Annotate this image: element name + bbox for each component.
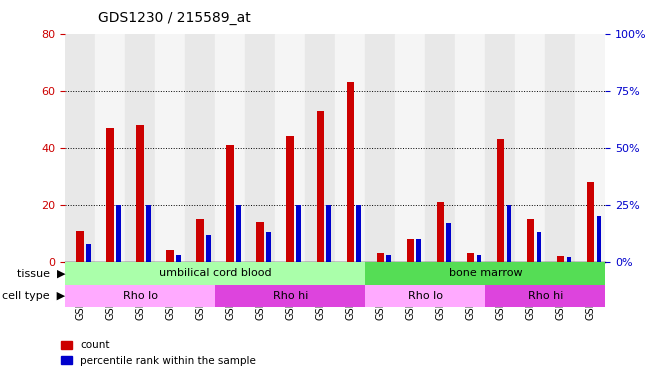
Bar	[215, 285, 365, 308]
Bar	[65, 34, 95, 262]
Bar	[346, 82, 354, 262]
Bar	[365, 285, 486, 308]
Bar	[125, 34, 155, 262]
Bar	[137, 125, 144, 262]
Bar	[575, 34, 605, 262]
Bar	[236, 205, 241, 262]
Bar	[587, 182, 594, 262]
Bar	[176, 255, 181, 262]
Bar	[486, 285, 605, 308]
Bar	[477, 255, 481, 262]
Text: bone marrow: bone marrow	[449, 268, 522, 278]
Bar	[516, 34, 546, 262]
Bar	[296, 205, 301, 262]
Bar	[365, 34, 395, 262]
Bar	[546, 34, 575, 262]
Bar	[305, 34, 335, 262]
Bar	[326, 205, 331, 262]
Bar	[275, 34, 305, 262]
Bar	[335, 34, 365, 262]
Bar	[95, 34, 125, 262]
Legend: count, percentile rank within the sample: count, percentile rank within the sample	[57, 336, 260, 370]
Text: GDS1230 / 215589_at: GDS1230 / 215589_at	[98, 11, 251, 25]
Bar	[425, 34, 455, 262]
Bar	[486, 34, 516, 262]
Bar	[527, 219, 534, 262]
Bar	[146, 205, 151, 262]
Bar	[376, 254, 384, 262]
Bar	[117, 205, 121, 262]
Bar	[266, 232, 271, 262]
Bar	[357, 205, 361, 262]
Bar	[506, 205, 511, 262]
Bar	[455, 34, 486, 262]
Bar	[566, 257, 571, 262]
Bar	[155, 34, 185, 262]
Text: Rho lo: Rho lo	[122, 291, 158, 301]
Bar	[596, 216, 601, 262]
Text: cell type  ▶: cell type ▶	[2, 291, 65, 301]
Bar	[206, 234, 211, 262]
Bar	[387, 255, 391, 262]
Bar	[365, 262, 605, 285]
Bar	[215, 34, 245, 262]
Bar	[557, 256, 564, 262]
Text: tissue  ▶: tissue ▶	[16, 268, 65, 278]
Bar	[185, 34, 215, 262]
Text: Rho lo: Rho lo	[408, 291, 443, 301]
Bar	[467, 254, 474, 262]
Bar	[286, 136, 294, 262]
Text: umbilical cord blood: umbilical cord blood	[159, 268, 271, 278]
Bar	[227, 145, 234, 262]
Bar	[316, 111, 324, 262]
Bar	[76, 231, 84, 262]
Bar	[417, 239, 421, 262]
Bar	[106, 128, 114, 262]
Bar	[256, 222, 264, 262]
Bar	[87, 244, 90, 262]
Bar	[245, 34, 275, 262]
Bar	[167, 251, 174, 262]
Bar	[197, 219, 204, 262]
Bar	[536, 232, 541, 262]
Text: Rho hi: Rho hi	[273, 291, 308, 301]
Bar	[497, 139, 504, 262]
Bar	[447, 223, 451, 262]
Bar	[407, 239, 414, 262]
Bar	[437, 202, 444, 262]
Bar	[65, 262, 365, 285]
Bar	[65, 285, 215, 308]
Text: Rho hi: Rho hi	[528, 291, 563, 301]
Bar	[395, 34, 425, 262]
